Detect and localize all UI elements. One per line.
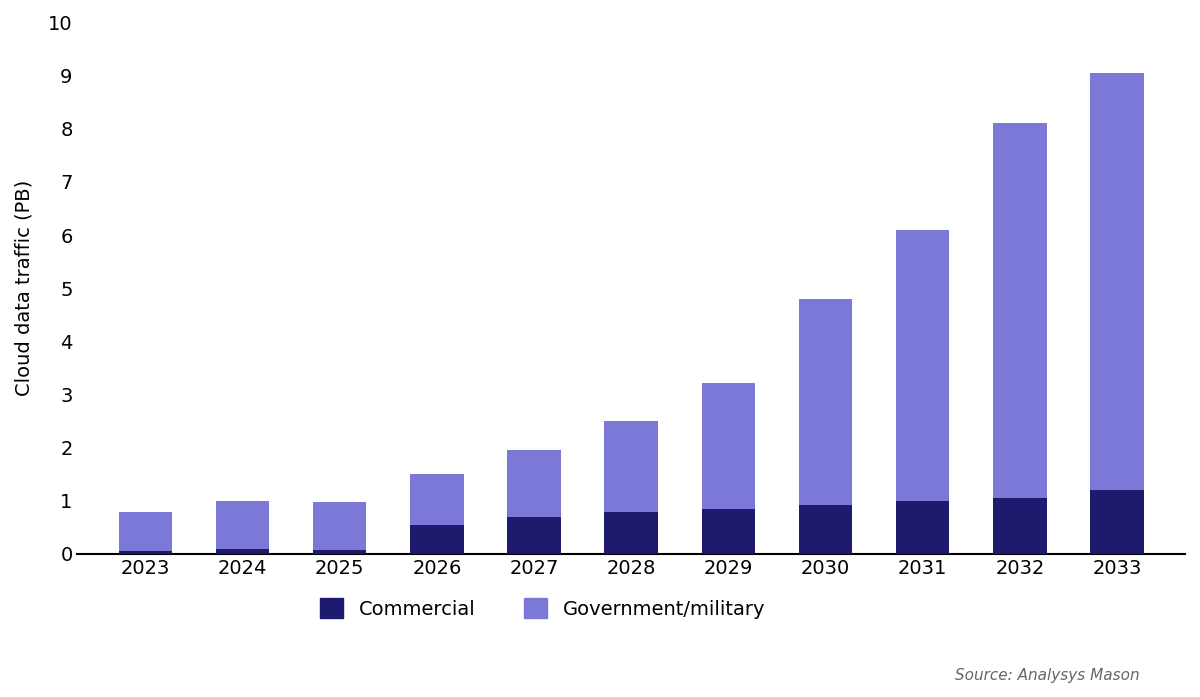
Bar <box>799 299 852 505</box>
Bar <box>994 123 1046 498</box>
Bar <box>313 550 366 554</box>
Bar <box>896 500 949 554</box>
Bar <box>1091 73 1144 490</box>
Bar <box>702 509 755 554</box>
Bar <box>119 551 172 554</box>
Bar <box>896 230 949 500</box>
Bar <box>702 383 755 509</box>
Bar <box>313 503 366 550</box>
Bar <box>605 512 658 554</box>
Bar <box>994 498 1046 554</box>
Bar <box>508 516 560 554</box>
Bar <box>410 474 463 525</box>
Y-axis label: Cloud data traffic (PB): Cloud data traffic (PB) <box>14 180 34 397</box>
Legend: Commercial, Government/military: Commercial, Government/military <box>319 598 766 618</box>
Bar <box>410 525 463 554</box>
Bar <box>799 505 852 554</box>
Bar <box>119 512 172 551</box>
Bar <box>605 421 658 512</box>
Bar <box>216 549 269 554</box>
Text: Source: Analysys Mason: Source: Analysys Mason <box>955 668 1140 683</box>
Bar <box>1091 490 1144 554</box>
Bar <box>216 500 269 549</box>
Bar <box>508 450 560 516</box>
